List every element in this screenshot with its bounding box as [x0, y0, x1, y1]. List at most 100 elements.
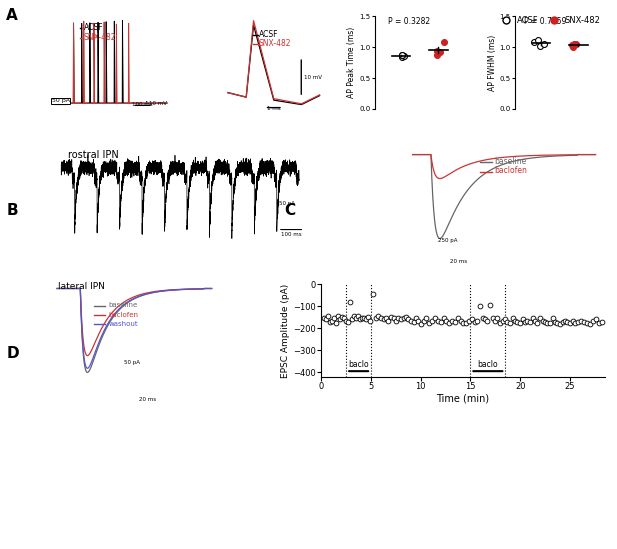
Point: [399, 52, 409, 60]
Point: [505, 318, 515, 327]
Point: [499, 316, 508, 325]
Text: 100 ms: 100 ms: [281, 232, 302, 237]
Point: [361, 315, 371, 324]
Point: [508, 314, 518, 323]
Point: [433, 47, 442, 55]
Text: lateral IPN: lateral IPN: [58, 282, 105, 291]
Point: [399, 314, 409, 323]
Point: [540, 317, 550, 326]
Point: [512, 317, 522, 326]
Line: ACSF: ACSF: [55, 21, 167, 104]
Point: [379, 315, 389, 324]
Point: [409, 317, 419, 326]
Point: [528, 314, 538, 323]
Point: [397, 53, 407, 61]
Point: [533, 36, 543, 44]
Point: [530, 316, 540, 325]
Point: [397, 51, 407, 60]
Point: [552, 318, 562, 327]
Point: [424, 318, 434, 327]
SNX-482: [149, 100, 157, 107]
Point: [337, 313, 347, 322]
Text: washout: washout: [109, 321, 138, 327]
Y-axis label: AP FWHM (ms): AP FWHM (ms): [487, 35, 497, 91]
Point: [391, 316, 401, 325]
Text: P = 0.3282: P = 0.3282: [388, 17, 430, 26]
Point: [510, 316, 520, 325]
Point: [558, 317, 568, 326]
ACSF: [164, 100, 171, 107]
Point: [562, 317, 572, 326]
Point: [333, 312, 343, 321]
Point: [478, 314, 488, 323]
ACSF: [94, 25, 102, 31]
Point: [419, 316, 429, 325]
ACSF: [149, 100, 157, 107]
Point: [535, 314, 545, 323]
Point: [447, 316, 457, 325]
Point: [351, 314, 361, 323]
Point: [500, 315, 510, 324]
Point: [389, 314, 399, 323]
Point: [401, 313, 411, 322]
Point: [582, 318, 592, 327]
Text: ACSF: ACSF: [259, 30, 278, 39]
Line: SNX-482: SNX-482: [55, 21, 167, 105]
SNX-482: [99, 100, 107, 107]
SNX-482: [51, 102, 59, 108]
Point: [525, 317, 535, 326]
ACSF: [51, 101, 59, 108]
Text: baclofen: baclofen: [109, 312, 139, 318]
Text: baclo: baclo: [349, 360, 369, 369]
Point: [471, 317, 481, 326]
Point: [585, 320, 595, 328]
Point: [535, 42, 545, 51]
Point: [465, 316, 474, 325]
Point: [331, 318, 341, 327]
Text: rostral IPN: rostral IPN: [68, 150, 118, 160]
Text: baseline: baseline: [109, 302, 138, 309]
Point: [343, 317, 353, 326]
Point: [491, 316, 500, 325]
Point: [529, 38, 539, 47]
Point: [328, 316, 337, 325]
Point: [413, 316, 423, 325]
Point: [376, 314, 386, 323]
SNX-482: [80, 18, 88, 25]
SNX-482: [94, 100, 102, 107]
Point: [542, 318, 552, 327]
Point: [323, 312, 333, 321]
Text: baclo: baclo: [478, 360, 498, 369]
Point: [373, 312, 383, 321]
Point: [329, 314, 339, 323]
Text: A: A: [6, 8, 18, 23]
Text: 100 ms: 100 ms: [133, 102, 153, 107]
Text: B: B: [6, 203, 18, 218]
Text: baseline: baseline: [494, 157, 526, 166]
Point: [433, 316, 442, 325]
Legend: ACSF, SNX-482: ACSF, SNX-482: [494, 13, 603, 28]
Point: [560, 316, 570, 325]
Text: 1 ms: 1 ms: [267, 106, 281, 111]
Point: [579, 317, 589, 326]
Point: [339, 314, 349, 323]
Point: [383, 316, 393, 325]
Point: [539, 40, 549, 48]
X-axis label: Time (min): Time (min): [436, 394, 489, 404]
Point: [439, 314, 449, 323]
Point: [393, 314, 403, 323]
SNX-482: [71, 100, 78, 107]
Point: [568, 316, 578, 325]
Text: 20 ms: 20 ms: [450, 259, 467, 264]
ACSF: [64, 100, 72, 107]
Point: [432, 51, 442, 59]
Point: [473, 316, 482, 325]
Point: [371, 314, 381, 323]
Point: [347, 315, 357, 324]
Point: [381, 314, 391, 323]
Point: [555, 320, 565, 328]
Point: [481, 315, 491, 324]
Text: P = 0.7159: P = 0.7159: [524, 17, 566, 26]
Point: [320, 314, 329, 323]
Point: [568, 41, 578, 50]
